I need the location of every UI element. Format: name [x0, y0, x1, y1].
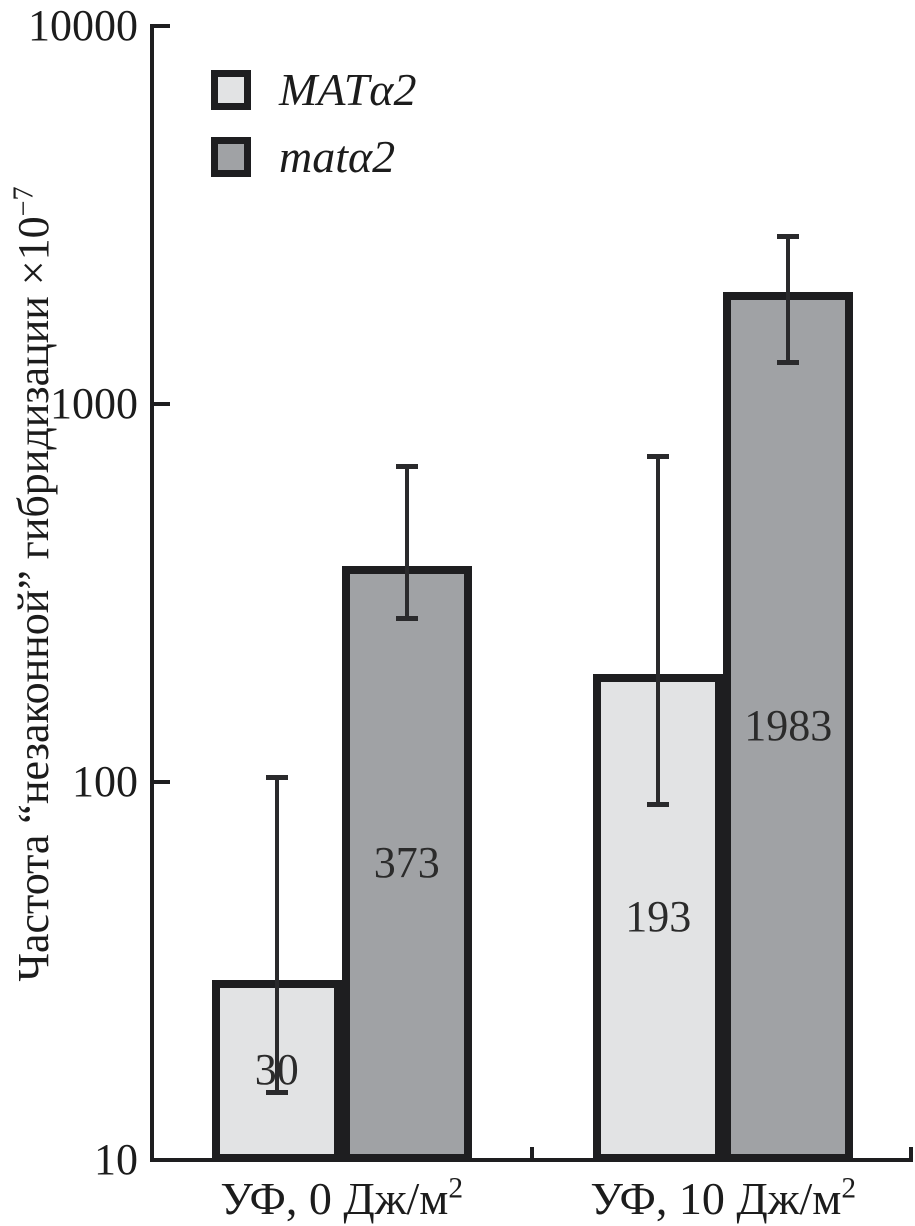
x-category-label: УФ, 0 Дж/м2	[172, 1172, 512, 1226]
y-tick-mark	[154, 402, 170, 406]
error-bar-cap	[777, 234, 800, 240]
x-category-label: УФ, 10 Дж/м2	[553, 1172, 893, 1226]
x-tick-mark	[529, 1147, 534, 1158]
y-tick-mark	[154, 780, 170, 784]
error-bar-line	[786, 236, 791, 364]
error-bar-cap	[265, 1090, 288, 1096]
bar-value-label: 373	[373, 837, 440, 887]
error-bar-cap	[395, 615, 418, 621]
y-axis-title: Частота “незаконной” гибридизации ×10−7	[2, 178, 66, 990]
bar-value-label: 30	[254, 1044, 299, 1094]
error-bar-line	[274, 777, 279, 1094]
error-bar-line	[404, 466, 409, 619]
x-axis-line	[150, 1158, 913, 1162]
y-tick-label: 1000	[50, 379, 138, 428]
x-category-label-text: УФ, 10 Дж/м	[590, 1173, 842, 1224]
y-tick-label: 10	[94, 1135, 138, 1184]
y-axis-title-exponent: −7	[8, 186, 40, 217]
legend-item: MATα2	[211, 67, 416, 113]
error-bar-line	[656, 455, 661, 805]
y-axis-title-text: Частота “незаконной” гибридизации ×10	[9, 216, 58, 982]
x-category-label-exponent: 2	[448, 1172, 464, 1205]
x-category-label-text: УФ, 0 Дж/м	[220, 1173, 449, 1224]
y-axis-line	[150, 24, 154, 1162]
legend-label: MATα2	[279, 64, 417, 115]
error-bar-cap	[777, 360, 800, 366]
bar-value-label: 1983	[744, 700, 833, 750]
x-tick-mark	[909, 1147, 913, 1158]
error-bar-cap	[647, 801, 670, 807]
error-bar-cap	[265, 775, 288, 781]
y-tick-label: 10000	[28, 1, 138, 50]
error-bar-cap	[647, 453, 670, 459]
y-tick-mark	[154, 24, 170, 28]
y-tick-label: 100	[72, 757, 138, 806]
error-bar-cap	[395, 464, 418, 470]
legend-swatch-dark	[211, 137, 251, 177]
bar-value-label: 193	[625, 892, 692, 942]
legend: MATα2 matα2	[211, 67, 416, 180]
legend-swatch-light	[211, 70, 251, 110]
y-tick-mark	[154, 1158, 170, 1162]
legend-item: matα2	[211, 134, 416, 180]
legend-label: matα2	[279, 131, 396, 182]
bar	[341, 565, 472, 1162]
x-category-label-exponent: 2	[841, 1172, 857, 1205]
